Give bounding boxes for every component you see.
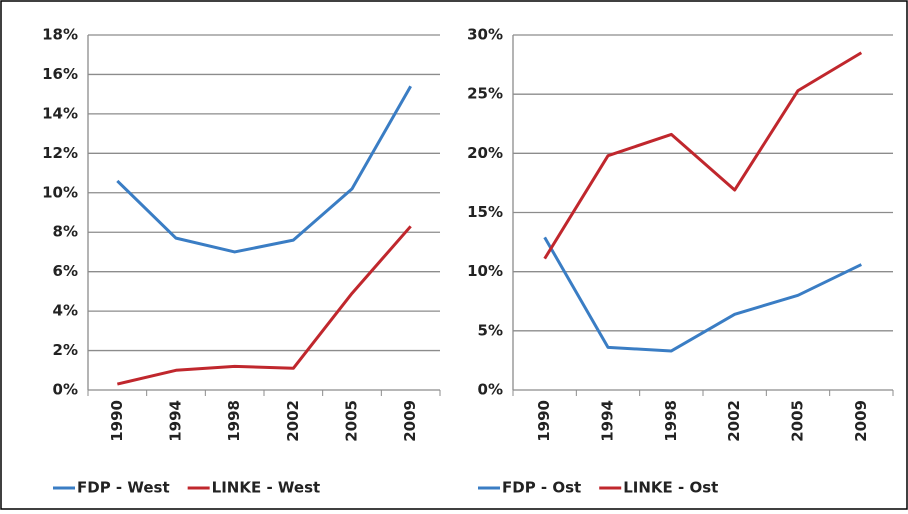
y-tick-label: 0% — [53, 381, 78, 399]
series-line — [543, 236, 862, 353]
y-tick-label: 10% — [42, 183, 78, 201]
y-tick-label: 4% — [53, 302, 78, 320]
y-tick-label: 5% — [478, 321, 503, 339]
series-line — [116, 85, 412, 254]
series-line — [543, 51, 863, 260]
legend-label: FDP - West — [77, 479, 170, 497]
x-tick-label: 1994 — [599, 400, 617, 442]
y-tick-label: 14% — [42, 104, 78, 122]
y-tick-label: 18% — [42, 26, 78, 44]
legend-label: LINKE - West — [212, 479, 321, 497]
y-tick-label: 10% — [467, 262, 503, 280]
x-tick-label: 1998 — [225, 400, 243, 442]
x-tick-label: 1994 — [167, 400, 185, 442]
y-tick-label: 0% — [478, 381, 503, 399]
x-tick-label: 2005 — [789, 400, 807, 442]
x-tick-label: 2005 — [343, 400, 361, 442]
x-tick-label: 2009 — [401, 400, 419, 442]
x-tick-label: 1998 — [662, 400, 680, 442]
y-tick-label: 20% — [467, 144, 503, 162]
y-tick-label: 30% — [467, 26, 503, 44]
legend-label: LINKE - Ost — [623, 479, 718, 497]
y-tick-label: 2% — [53, 341, 78, 359]
y-tick-label: 8% — [53, 223, 78, 241]
legend-label: FDP - Ost — [502, 479, 581, 497]
x-tick-label: 2009 — [852, 400, 870, 442]
x-tick-label: 2002 — [725, 400, 743, 442]
y-tick-label: 16% — [42, 65, 78, 83]
x-tick-label: 1990 — [108, 400, 126, 442]
y-tick-label: 12% — [42, 144, 78, 162]
y-tick-label: 6% — [53, 262, 78, 280]
x-tick-label: 1990 — [535, 400, 553, 442]
x-tick-label: 2002 — [284, 400, 302, 442]
y-tick-label: 15% — [467, 203, 503, 221]
y-tick-label: 25% — [467, 85, 503, 103]
series-line — [116, 225, 412, 386]
